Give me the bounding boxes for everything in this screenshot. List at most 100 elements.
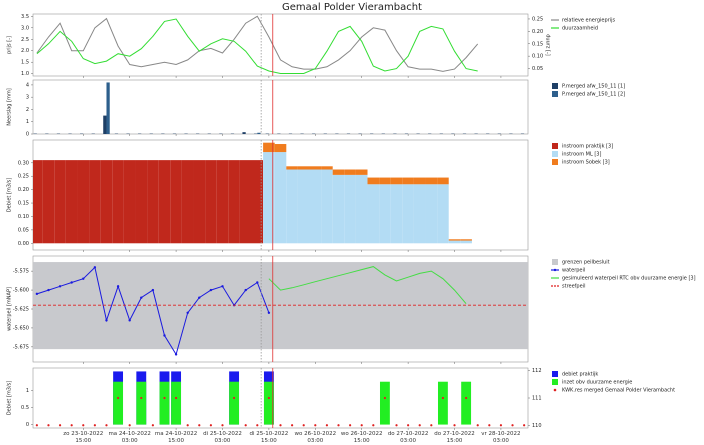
y2-tick-label: 0.20	[532, 29, 543, 35]
y-tick-label: 1.0	[21, 71, 29, 77]
point	[105, 319, 108, 322]
point	[140, 296, 143, 299]
point	[174, 396, 178, 400]
bar	[181, 160, 194, 244]
bar	[332, 174, 345, 244]
plot	[35, 368, 526, 428]
point	[256, 281, 259, 284]
point	[105, 424, 108, 427]
y2-axis-label: duurz [-]	[545, 34, 551, 56]
point	[128, 424, 131, 427]
point	[58, 424, 62, 427]
point	[314, 424, 317, 427]
line	[36, 15, 479, 72]
plot	[33, 140, 472, 250]
bar	[390, 184, 403, 244]
point	[430, 424, 433, 427]
legend-swatch	[553, 268, 557, 272]
legend-swatch	[552, 259, 558, 265]
point	[221, 285, 224, 288]
legend-swatch	[553, 388, 557, 392]
point	[140, 396, 143, 400]
bar	[123, 160, 136, 244]
bar	[344, 169, 356, 175]
bar	[437, 184, 449, 244]
bar	[65, 160, 78, 244]
point	[198, 296, 201, 299]
y2-tick-label: 0.05	[532, 66, 543, 72]
bar	[355, 169, 368, 175]
x-tick-label: do 27-10-2022 03:00	[387, 431, 429, 444]
y-tick-label: 3.5	[21, 14, 29, 20]
y-tick-label: 0	[26, 132, 29, 138]
bar	[448, 240, 461, 244]
y-tick-label: -5.575	[13, 269, 29, 275]
point	[174, 353, 178, 356]
point	[47, 424, 50, 427]
y2-tick-label: 0.25	[532, 16, 543, 22]
bar	[106, 82, 110, 134]
y-tick-label: 2	[26, 107, 29, 113]
legend-swatch	[552, 371, 558, 377]
x-tick-label: di 25-10-2022 15:00	[249, 431, 289, 444]
point	[35, 424, 38, 427]
plot	[36, 14, 479, 76]
y-tick-label: 3.0	[21, 25, 29, 31]
point	[47, 288, 50, 292]
point	[151, 288, 155, 292]
y-tick-label: 0.20	[18, 187, 29, 193]
y-tick-label: 3	[26, 95, 29, 101]
point	[465, 396, 468, 400]
point	[70, 424, 73, 427]
bar	[309, 169, 322, 244]
bar	[263, 142, 275, 153]
bar	[274, 144, 287, 153]
point	[198, 424, 201, 427]
legend-label: waterpeil	[562, 268, 585, 274]
y-axis-label: prijs [-]	[7, 36, 13, 54]
point	[267, 396, 270, 400]
point	[267, 311, 271, 314]
point	[163, 396, 166, 400]
legend-label: instroom praktijk [3]	[562, 144, 613, 150]
bar	[402, 184, 414, 244]
point	[453, 424, 456, 427]
bar	[286, 169, 298, 244]
bar	[216, 160, 229, 244]
bar	[158, 160, 171, 244]
legend-label: grenzen peilbesluit	[562, 260, 610, 266]
point	[441, 396, 445, 400]
point	[244, 424, 247, 427]
bar	[136, 381, 147, 425]
bar	[42, 160, 55, 244]
plot-area	[32, 13, 529, 77]
point	[511, 424, 514, 427]
bar	[332, 169, 345, 175]
bar	[135, 160, 148, 244]
y-tick-label: 1	[26, 119, 29, 125]
y-tick-label: 0	[26, 422, 29, 428]
y-tick-label: 0.15	[18, 201, 29, 207]
bar	[159, 381, 170, 425]
legend-swatch	[552, 159, 558, 165]
y-axis-label: Debiet [m3/s]	[7, 178, 13, 212]
legend-label: inzet obv duurzame energie	[562, 380, 632, 386]
legend-label: KWK.res merged Gemaal Polder Vierambacht	[562, 388, 675, 394]
y2-tick-label: 111	[532, 396, 542, 402]
bar	[113, 381, 124, 425]
bar	[460, 239, 472, 241]
point	[407, 424, 410, 427]
point	[523, 424, 526, 427]
bar	[89, 160, 101, 244]
point	[488, 424, 491, 427]
point	[35, 292, 39, 296]
point	[151, 424, 154, 427]
legend-label: instroom ML [3]	[562, 152, 601, 158]
x-tick-label: do 27-10-2022 15:00	[434, 431, 475, 444]
chart-title: Gemaal Polder Vierambacht	[282, 2, 422, 13]
y-axis-label: Debiet [m3/s]	[7, 381, 13, 415]
point	[186, 311, 189, 314]
y2-tick-label: 110	[532, 423, 542, 429]
bar	[425, 177, 438, 185]
